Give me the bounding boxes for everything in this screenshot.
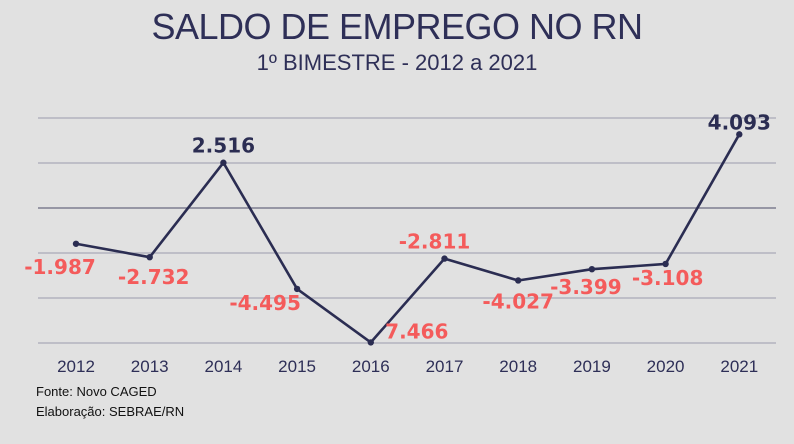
data-label: 7.466: [385, 319, 448, 343]
data-label: 2.516: [192, 134, 255, 158]
chart-title: SALDO DE EMPREGO NO RN: [151, 6, 643, 47]
x-tick-label: 2013: [131, 357, 169, 376]
source-note: Fonte: Novo CAGED: [36, 384, 157, 399]
series-line: [75, 133, 741, 344]
data-label: -2.811: [399, 230, 471, 254]
x-tick-label: 2014: [204, 357, 242, 376]
data-point: [72, 240, 80, 247]
data-point: [146, 253, 153, 261]
data-label: -3.399: [550, 275, 622, 299]
data-point: [441, 255, 448, 262]
x-tick-label: 2012: [57, 357, 95, 376]
x-tick-label: 2016: [352, 357, 390, 376]
x-tick-label: 2019: [573, 357, 611, 376]
data-label: -2.732: [118, 265, 190, 289]
x-tick-label: 2021: [720, 357, 758, 376]
chart-subtitle: 1º BIMESTRE - 2012 a 2021: [256, 50, 538, 75]
data-point: [662, 260, 669, 268]
x-tick-label: 2015: [278, 357, 316, 376]
credit-note: Elaboração: SEBRAE/RN: [36, 404, 185, 419]
x-tick-label: 2017: [426, 357, 464, 376]
data-point: [293, 285, 301, 293]
data-label: -4.495: [229, 291, 301, 315]
data-point: [736, 131, 743, 138]
data-label: 4.093: [708, 110, 771, 134]
data-label: -3.108: [632, 266, 704, 290]
data-point: [220, 159, 227, 166]
data-label: -4.027: [482, 289, 554, 313]
data-point: [515, 277, 522, 284]
data-point: [367, 339, 374, 346]
data-label: -1.987: [24, 255, 96, 279]
data-point: [588, 265, 596, 273]
x-tick-label: 2020: [647, 357, 685, 376]
x-tick-label: 2018: [499, 357, 537, 376]
